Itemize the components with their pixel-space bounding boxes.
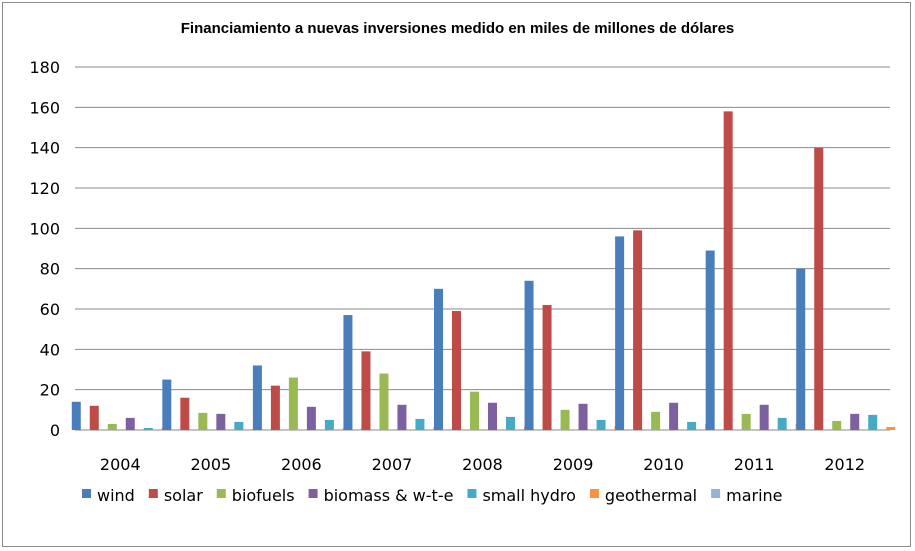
bar-wind-2010: [615, 236, 625, 430]
bar-biofuels-2012: [832, 420, 842, 430]
y-tick-label: 20: [40, 381, 60, 400]
bar-small-hydro-2010: [687, 421, 697, 430]
bar-biomass-w-t-e-2011: [759, 404, 769, 430]
bar-biofuels-2007: [379, 373, 389, 430]
legend-swatch: [308, 489, 318, 498]
legend-label: marine: [726, 486, 782, 505]
bar-biofuels-2008: [470, 391, 479, 430]
chart-title: Financiamiento a nuevas inversiones medi…: [180, 20, 735, 37]
bar-small-hydro-2009: [596, 419, 606, 430]
bar-biofuels-2005: [198, 412, 208, 430]
bar-solar-2012: [814, 147, 824, 430]
x-axis: 2004 2005 2006 2007 2008 2009 2010 2011 2012: [100, 455, 865, 474]
legend: wind solar biofuels biomass & w-t-e small hy…: [82, 486, 783, 505]
x-tick-label: 2009: [553, 455, 594, 474]
bar-biomass-w-t-e-2005: [216, 413, 226, 430]
bar-wind-2006: [252, 365, 262, 430]
y-tick-label: 140: [29, 139, 60, 158]
x-tick-label: 2010: [643, 455, 684, 474]
bar-wind-2008: [434, 288, 443, 430]
legend-swatch: [148, 489, 158, 498]
bar-small-hydro-2005: [234, 421, 244, 430]
y-tick-label: 180: [29, 58, 60, 77]
bar-biofuels-2006: [288, 377, 298, 430]
legend-swatch: [82, 489, 91, 498]
bar-biomass-w-t-e-2004: [125, 417, 135, 430]
bar-solar-2005: [180, 397, 190, 430]
legend-swatch: [467, 489, 477, 498]
y-tick-label: 40: [40, 340, 60, 359]
bar-geothermal-2012: [886, 426, 896, 430]
bar-solar-2009: [542, 304, 552, 430]
x-tick-label: 2005: [190, 455, 231, 474]
y-tick-label: 60: [40, 300, 60, 319]
legend-label: biofuels: [232, 486, 295, 505]
legend-label: small hydro: [482, 486, 575, 505]
bar-small-hydro-2008: [506, 416, 515, 430]
bar-solar-2011: [723, 111, 733, 430]
x-tick-label: 2012: [824, 455, 865, 474]
bar-solar-2008: [452, 311, 461, 430]
bar-biomass-w-t-e-2008: [488, 402, 497, 430]
bar-solar-2004: [89, 405, 99, 430]
legend-label: biomass & w-t-e: [324, 486, 454, 505]
bar-biomass-w-t-e-2012: [850, 413, 860, 430]
bar-wind-2007: [343, 315, 353, 430]
x-tick-label: 2008: [462, 455, 503, 474]
bar-biomass-w-t-e-2009: [578, 403, 588, 430]
y-tick-label: 0: [50, 421, 60, 440]
bars: [71, 111, 896, 430]
bar-small-hydro-2007: [415, 418, 425, 430]
bar-wind-2012: [796, 268, 806, 430]
bar-biomass-w-t-e-2007: [397, 404, 407, 430]
bar-biofuels-2010: [651, 411, 661, 430]
bar-wind-2004: [71, 401, 81, 430]
y-axis: 0 20 40 60 80 100 120 140 160 180: [29, 58, 890, 440]
y-tick-label: 120: [29, 179, 60, 198]
legend-label: geothermal: [605, 486, 697, 505]
y-tick-label: 160: [29, 98, 60, 117]
gridlines: [75, 66, 890, 391]
legend-label: solar: [164, 486, 203, 505]
legend-swatch: [589, 489, 599, 498]
bar-biomass-w-t-e-2006: [306, 406, 316, 430]
y-tick-label: 80: [40, 260, 60, 279]
bar-small-hydro-2004: [143, 427, 153, 430]
bar-solar-2006: [270, 385, 280, 430]
bar-small-hydro-2006: [324, 419, 334, 430]
legend-label: wind: [97, 486, 135, 505]
legend-swatch: [216, 489, 226, 498]
bar-biofuels-2011: [741, 413, 751, 430]
x-tick-label: 2006: [281, 455, 322, 474]
legend-swatch: [711, 489, 721, 498]
bar-wind-2011: [705, 250, 715, 430]
bar-wind-2009: [524, 280, 534, 430]
bar-wind-2005: [162, 379, 172, 430]
bar-solar-2010: [633, 230, 643, 430]
bar-small-hydro-2012: [868, 414, 878, 430]
bar-biomass-w-t-e-2010: [669, 402, 679, 430]
y-tick-label: 100: [29, 219, 60, 238]
bar-biofuels-2009: [560, 409, 570, 430]
x-tick-label: 2004: [100, 455, 141, 474]
x-tick-label: 2011: [734, 455, 775, 474]
bar-small-hydro-2011: [777, 417, 787, 430]
x-tick-label: 2007: [372, 455, 413, 474]
bar-biofuels-2004: [107, 423, 117, 430]
bar-solar-2007: [361, 351, 371, 430]
